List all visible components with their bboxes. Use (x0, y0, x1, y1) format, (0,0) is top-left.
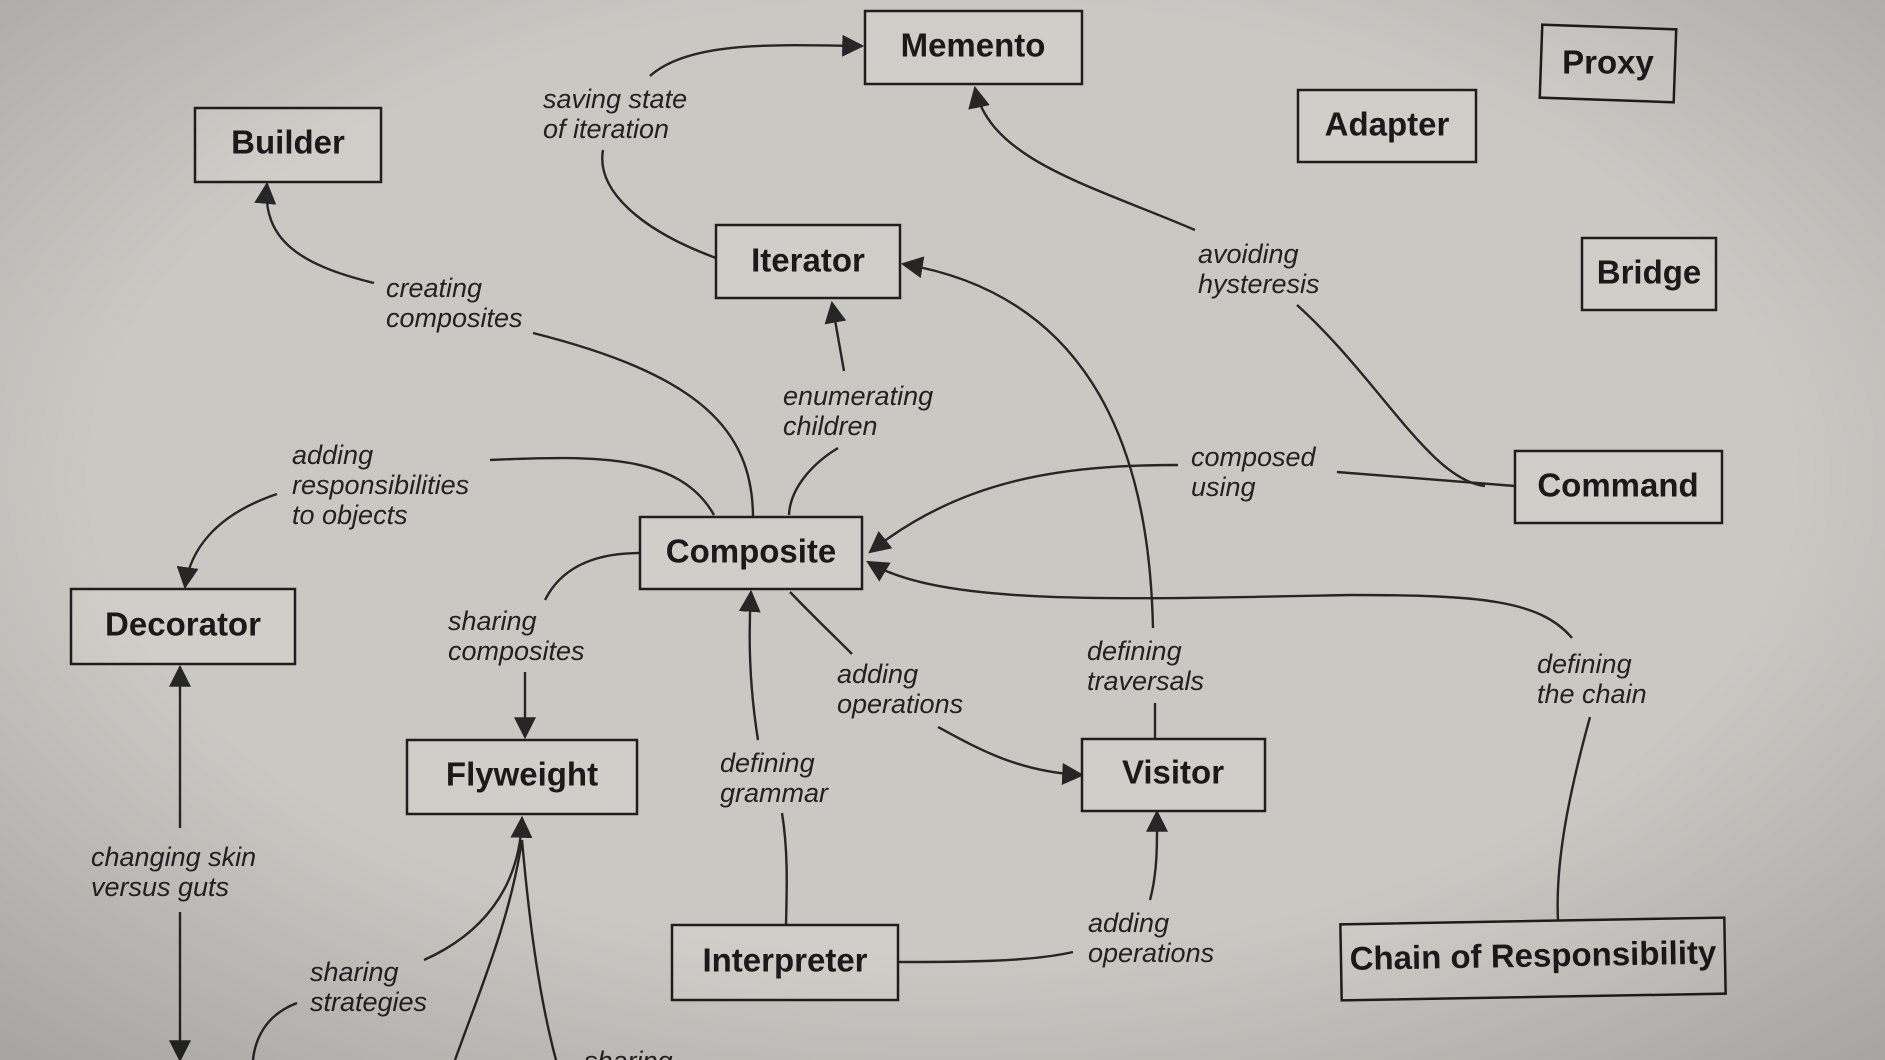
label-defining-grammar: defining grammar (720, 748, 829, 808)
pattern-visitor: Visitor (1080, 737, 1267, 813)
pattern-interpreter-label: Interpreter (702, 942, 867, 979)
pattern-builder-label: Builder (231, 124, 345, 161)
pattern-iterator-label: Iterator (751, 242, 865, 279)
pattern-adapter-label: Adapter (1325, 106, 1450, 143)
pattern-proxy-label: Proxy (1562, 44, 1654, 81)
pattern-builder: Builder (193, 106, 383, 184)
pattern-decorator: Decorator (69, 587, 297, 666)
pattern-chain-of-responsibility-label: Chain of Responsibility (1349, 934, 1717, 977)
pattern-memento: Memento (863, 9, 1084, 86)
pattern-proxy: Proxy (1538, 23, 1678, 104)
pattern-command: Command (1513, 449, 1724, 525)
label-defining-traversals: defining traversals (1087, 636, 1204, 696)
pattern-command-label: Command (1537, 467, 1698, 504)
label-sharing-cut: sharing (584, 1046, 673, 1060)
pattern-interpreter: Interpreter (670, 923, 900, 1002)
pattern-flyweight: Flyweight (405, 738, 639, 816)
pattern-adapter: Adapter (1296, 88, 1478, 164)
pattern-bridge: Bridge (1580, 236, 1718, 312)
pattern-composite-label: Composite (666, 533, 837, 570)
pattern-iterator: Iterator (714, 223, 902, 300)
pattern-chain-of-responsibility: Chain of Responsibility (1339, 916, 1727, 1002)
pattern-memento-label: Memento (901, 27, 1046, 64)
pattern-bridge-label: Bridge (1597, 254, 1702, 291)
pattern-flyweight-label: Flyweight (446, 756, 598, 793)
label-avoiding-hysteresis: avoiding hysteresis (1198, 239, 1320, 299)
label-defining-the-chain: defining the chain (1537, 649, 1647, 709)
pattern-visitor-label: Visitor (1122, 754, 1224, 791)
pattern-composite: Composite (638, 515, 864, 591)
pattern-decorator-label: Decorator (105, 606, 261, 643)
